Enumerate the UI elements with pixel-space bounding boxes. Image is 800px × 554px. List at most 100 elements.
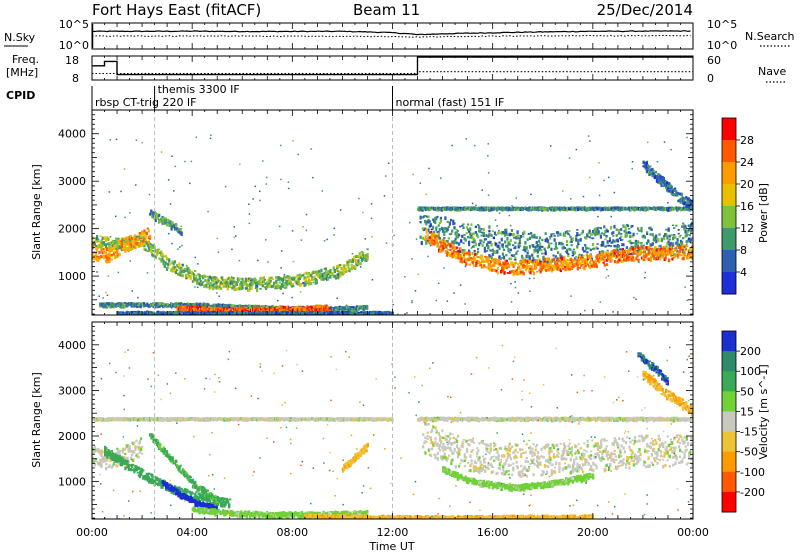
power-cell xyxy=(586,255,589,257)
power-cell xyxy=(678,252,681,255)
power-cell xyxy=(207,278,210,282)
power-cell xyxy=(244,282,247,285)
power-cell xyxy=(257,306,260,309)
power-cell xyxy=(580,208,583,211)
power-cell xyxy=(554,266,557,269)
power-cell xyxy=(216,303,219,307)
power-cell xyxy=(599,235,602,239)
power-cell xyxy=(539,236,542,240)
power-cell xyxy=(531,259,534,263)
power-cell xyxy=(678,235,681,238)
power-cell xyxy=(361,251,365,255)
power-cell xyxy=(94,245,98,249)
power-cell xyxy=(158,304,161,308)
power-cell xyxy=(289,278,292,281)
power-cell xyxy=(482,228,485,232)
power-cell xyxy=(586,207,589,210)
power-cell xyxy=(96,236,99,241)
power-cell xyxy=(493,264,496,268)
power-cell xyxy=(607,253,610,257)
power-cell xyxy=(188,305,191,307)
power-cell xyxy=(532,244,535,248)
power-cell xyxy=(524,241,527,245)
power-cell xyxy=(534,248,537,252)
power-cell xyxy=(213,283,216,285)
power-cell xyxy=(612,235,615,237)
power-cell xyxy=(525,254,528,259)
power-cell xyxy=(554,245,557,249)
power-cell xyxy=(489,249,492,252)
power-cell xyxy=(521,207,524,211)
power-cell xyxy=(345,270,348,273)
power-cell xyxy=(510,229,513,232)
power-cell xyxy=(141,302,144,306)
power-cell xyxy=(579,237,582,242)
power-cell xyxy=(467,258,470,262)
power-cell xyxy=(550,247,553,251)
power-cell xyxy=(680,197,683,202)
power-cell xyxy=(172,269,175,273)
power-cell xyxy=(567,254,570,258)
power-cell xyxy=(105,238,108,243)
power-cell xyxy=(531,235,534,239)
power-cell xyxy=(181,274,184,277)
power-cell xyxy=(520,271,523,274)
power-cell xyxy=(448,233,451,236)
power-cell xyxy=(257,304,261,308)
power-cell xyxy=(193,306,196,309)
power-cell xyxy=(313,305,316,309)
power-cell xyxy=(355,305,359,308)
power-cell xyxy=(264,307,267,311)
power-cell xyxy=(687,229,690,232)
power-cell xyxy=(210,285,214,288)
power-cell xyxy=(199,279,202,282)
power-cell xyxy=(677,256,680,259)
power-cell xyxy=(199,306,202,308)
power-cell xyxy=(102,241,105,245)
power-cell xyxy=(559,208,562,211)
power-cell xyxy=(506,244,509,249)
power-cell xyxy=(436,242,440,246)
power-cell xyxy=(672,224,675,227)
power-cell xyxy=(435,239,438,244)
power-cell xyxy=(221,282,224,285)
power-cell xyxy=(660,237,663,242)
power-cell xyxy=(636,255,639,258)
power-cell xyxy=(647,248,650,251)
power-cell xyxy=(101,251,104,255)
power-cell xyxy=(431,225,435,230)
power-cell xyxy=(686,200,689,205)
power-cell xyxy=(680,254,683,257)
power-cell xyxy=(206,281,209,285)
power-cell xyxy=(343,306,346,309)
power-cell xyxy=(469,258,472,261)
power-cell xyxy=(569,263,573,266)
power-cell xyxy=(626,224,630,228)
power-cell xyxy=(340,271,343,275)
power-cell xyxy=(479,263,482,267)
power-cell xyxy=(230,277,233,280)
power-cell xyxy=(119,245,122,248)
power-cell xyxy=(318,305,321,309)
power-cell xyxy=(679,192,682,196)
power-cell xyxy=(690,207,693,210)
power-cell xyxy=(438,221,441,225)
power-cell xyxy=(566,239,569,244)
power-cell xyxy=(588,230,591,234)
power-cell xyxy=(151,246,154,249)
power-cell xyxy=(675,206,678,209)
power-cell xyxy=(514,241,517,244)
power-cell xyxy=(548,242,551,246)
power-cell xyxy=(421,236,424,240)
power-cell xyxy=(454,207,457,212)
power-cell xyxy=(450,218,453,222)
power-cell xyxy=(248,277,251,280)
power-cell xyxy=(307,275,311,279)
power-cell xyxy=(296,274,299,277)
power-cell xyxy=(190,306,193,310)
power-cell xyxy=(586,263,589,266)
power-cell xyxy=(474,257,477,260)
power-cell xyxy=(625,250,628,252)
power-cell xyxy=(285,308,289,313)
power-cell xyxy=(479,229,482,233)
